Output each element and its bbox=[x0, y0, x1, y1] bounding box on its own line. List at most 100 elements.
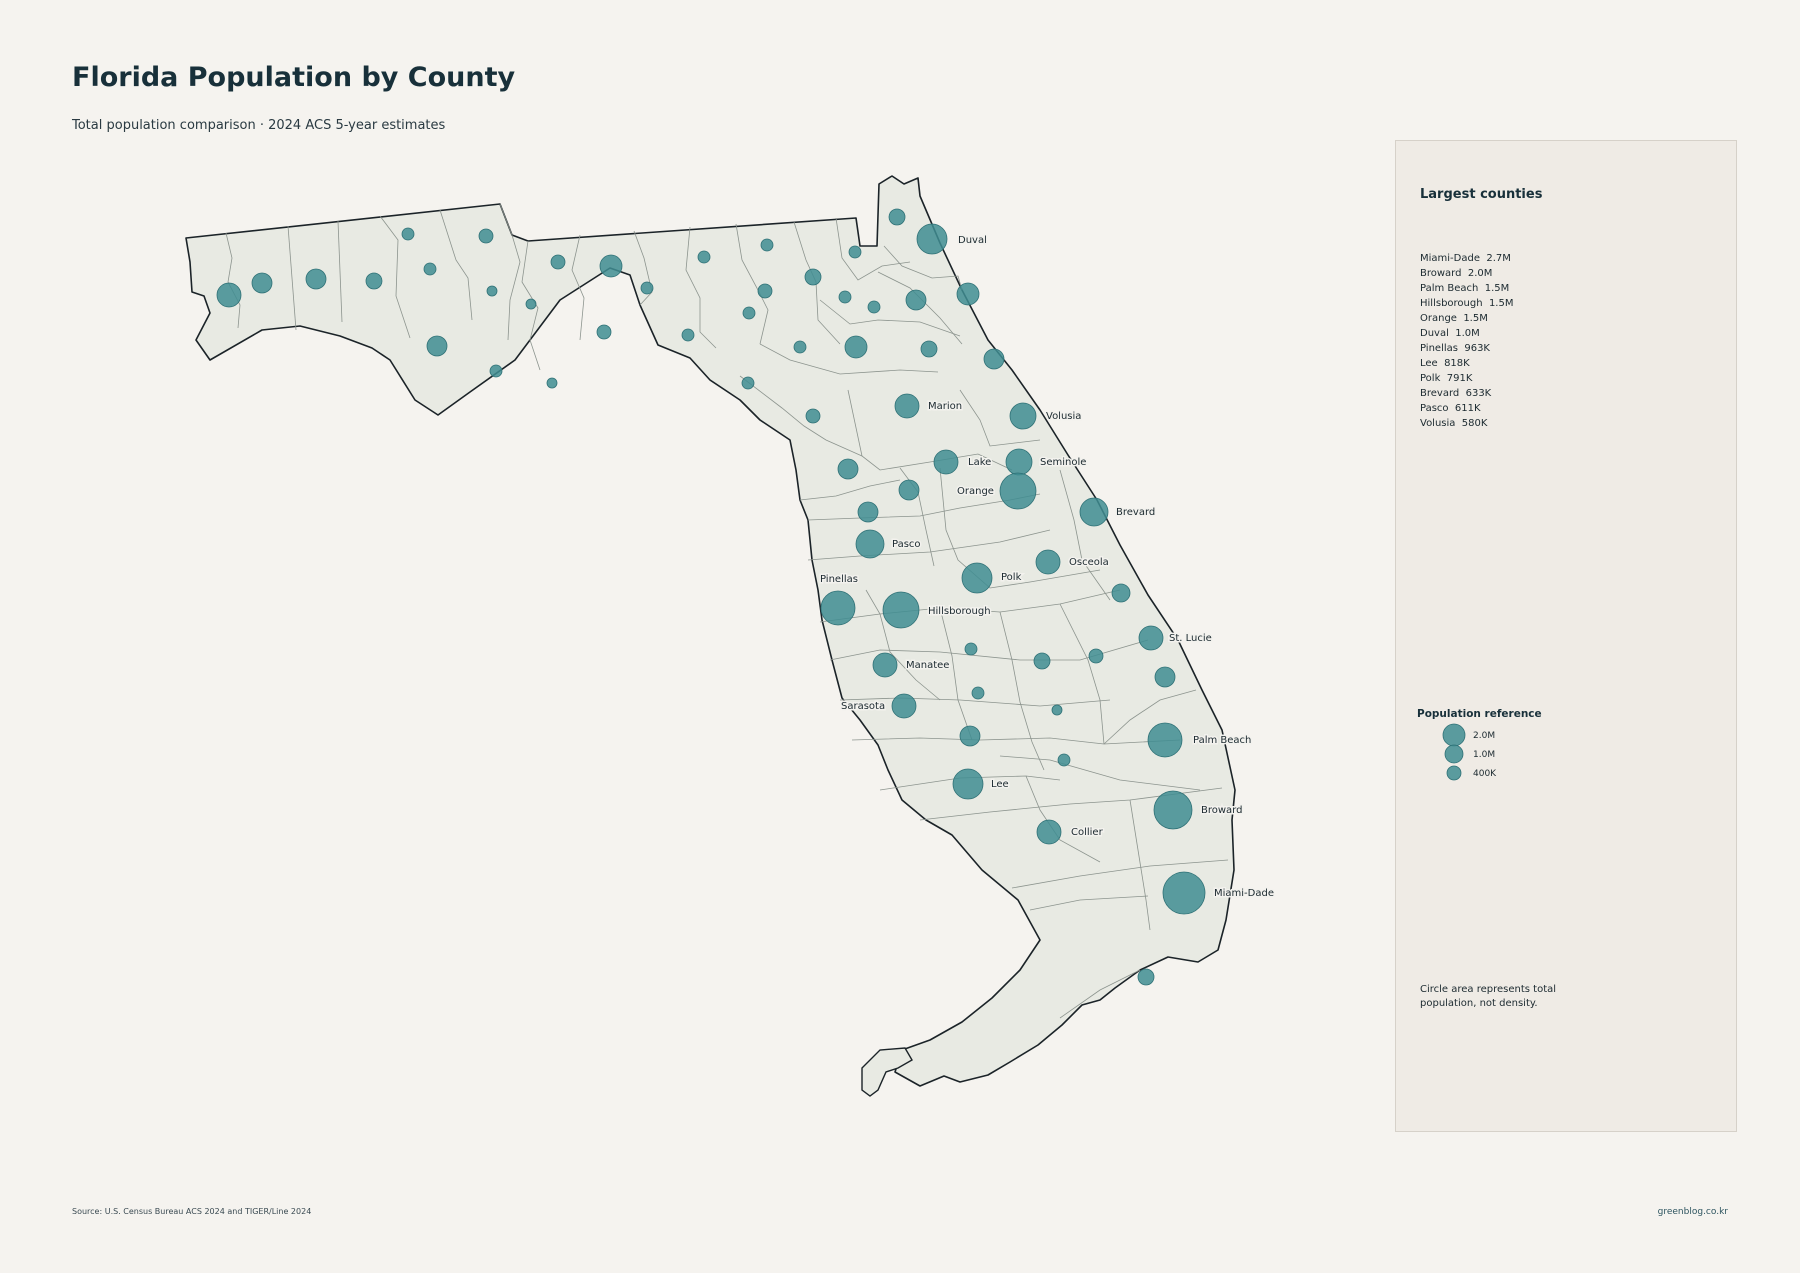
county-bubble bbox=[741, 376, 755, 390]
county-bubble bbox=[1153, 790, 1193, 830]
county-label: Broward bbox=[1201, 805, 1242, 816]
list-item: Brevard 633K bbox=[1420, 386, 1513, 401]
list-item: Duval 1.0M bbox=[1420, 326, 1513, 341]
list-item: Volusia 580K bbox=[1420, 416, 1513, 431]
panel-note: Circle area represents total population,… bbox=[1420, 984, 1557, 1009]
county-name: Miami-Dade bbox=[1420, 253, 1480, 264]
county-label: Lee bbox=[991, 779, 1009, 790]
page-title: Florida Population by County bbox=[72, 62, 516, 93]
county-bubble bbox=[1088, 648, 1104, 664]
county-label: Brevard bbox=[1116, 507, 1155, 518]
bubbles bbox=[216, 208, 1206, 986]
county-bubble bbox=[640, 281, 654, 295]
county-bubble bbox=[983, 348, 1005, 370]
county-label: Orange bbox=[957, 486, 994, 497]
county-bubble bbox=[1035, 549, 1061, 575]
county-bubble bbox=[855, 529, 885, 559]
county-bubble bbox=[959, 725, 981, 747]
county-bubble bbox=[216, 282, 242, 308]
county-bubble bbox=[1079, 497, 1109, 527]
list-item: Miami-Dade 2.7M bbox=[1420, 251, 1513, 266]
county-label: Duval bbox=[958, 235, 987, 246]
county-bubble bbox=[486, 285, 498, 297]
county-bubble bbox=[757, 283, 773, 299]
legend-bubble-large bbox=[1442, 723, 1466, 747]
county-name: Volusia bbox=[1420, 418, 1456, 429]
county-bubble bbox=[961, 562, 993, 594]
county-name: Pasco bbox=[1420, 403, 1449, 414]
list-item: Palm Beach 1.5M bbox=[1420, 281, 1513, 296]
county-label: Sarasota bbox=[841, 701, 885, 712]
list-item: Broward 2.0M bbox=[1420, 266, 1513, 281]
county-value: 580K bbox=[1461, 418, 1488, 429]
page-subtitle: Total population comparison · 2024 ACS 5… bbox=[72, 118, 446, 133]
county-bubble bbox=[365, 272, 383, 290]
county-bubble bbox=[697, 250, 711, 264]
legend-bubble-small bbox=[1446, 765, 1462, 781]
size-legend: 2.0M 1.0M 400K bbox=[1442, 723, 1497, 781]
county-label: Manatee bbox=[906, 660, 949, 671]
county-value: 633K bbox=[1465, 388, 1492, 399]
list-item: Lee 818K bbox=[1420, 356, 1513, 371]
county-bubble bbox=[426, 335, 448, 357]
county-label: Seminole bbox=[1040, 457, 1086, 468]
county-name: Hillsborough bbox=[1420, 298, 1483, 309]
panel-heading: Largest counties bbox=[1420, 187, 1543, 202]
county-bubble bbox=[952, 768, 984, 800]
county-label: Polk bbox=[1001, 572, 1022, 583]
county-bubble bbox=[251, 272, 273, 294]
county-label: Pinellas bbox=[820, 574, 858, 585]
county-name: Brevard bbox=[1420, 388, 1460, 399]
county-borders bbox=[225, 203, 1229, 1019]
county-bubble bbox=[804, 268, 822, 286]
county-bubble bbox=[1147, 722, 1183, 758]
county-bubble bbox=[888, 208, 906, 226]
county-bubble bbox=[1009, 402, 1037, 430]
county-bubble bbox=[848, 245, 862, 259]
site-credit: greenblog.co.kr bbox=[1657, 1207, 1728, 1217]
county-label: Miami-Dade bbox=[1214, 888, 1274, 899]
county-bubble bbox=[956, 282, 980, 306]
county-bubble bbox=[1051, 704, 1063, 716]
county-bubble bbox=[898, 479, 920, 501]
county-label: Marion bbox=[928, 401, 962, 412]
list-item: Pinellas 963K bbox=[1420, 341, 1513, 356]
county-bubble bbox=[1036, 819, 1062, 845]
county-bubble bbox=[999, 472, 1037, 510]
county-bubble bbox=[1111, 583, 1131, 603]
county-labels: Duval Marion Volusia Lake Seminole Orang… bbox=[819, 234, 1276, 901]
county-bubble bbox=[423, 262, 437, 276]
county-label: Palm Beach bbox=[1193, 735, 1251, 746]
county-bubble bbox=[742, 306, 756, 320]
list-item: Polk 791K bbox=[1420, 371, 1513, 386]
county-name: Pinellas bbox=[1420, 343, 1458, 354]
county-bubble bbox=[805, 408, 821, 424]
legend-bubble-medium bbox=[1444, 744, 1464, 764]
county-bubble bbox=[546, 377, 558, 389]
county-name: Orange bbox=[1420, 313, 1457, 324]
county-value: 2.0M bbox=[1467, 268, 1493, 279]
county-bubble bbox=[596, 324, 612, 340]
county-value: 1.5M bbox=[1463, 313, 1488, 324]
county-bubble bbox=[857, 501, 879, 523]
county-bubble bbox=[1162, 871, 1206, 915]
florida-map: Duval Marion Volusia Lake Seminole Orang… bbox=[185, 175, 1276, 1097]
county-bubble bbox=[837, 458, 859, 480]
county-label: St. Lucie bbox=[1169, 633, 1212, 644]
list-item: Pasco 611K bbox=[1420, 401, 1513, 416]
legend-label: 400K bbox=[1473, 769, 1497, 779]
source-note: Source: U.S. Census Bureau ACS 2024 and … bbox=[72, 1207, 312, 1216]
legend-label: 1.0M bbox=[1473, 750, 1495, 760]
county-ranking-list: Miami-Dade 2.7M Broward 2.0M Palm Beach … bbox=[1420, 251, 1513, 431]
county-bubble bbox=[550, 254, 566, 270]
county-bubble bbox=[933, 449, 959, 475]
county-bubble bbox=[681, 328, 695, 342]
county-bubble bbox=[867, 300, 881, 314]
county-value: 2.7M bbox=[1486, 253, 1511, 264]
county-value: 963K bbox=[1464, 343, 1490, 354]
list-item: Hillsborough 1.5M bbox=[1420, 296, 1513, 311]
county-label: Lake bbox=[968, 457, 991, 468]
county-bubble bbox=[793, 340, 807, 354]
county-bubble bbox=[489, 364, 503, 378]
county-bubble bbox=[599, 254, 623, 278]
